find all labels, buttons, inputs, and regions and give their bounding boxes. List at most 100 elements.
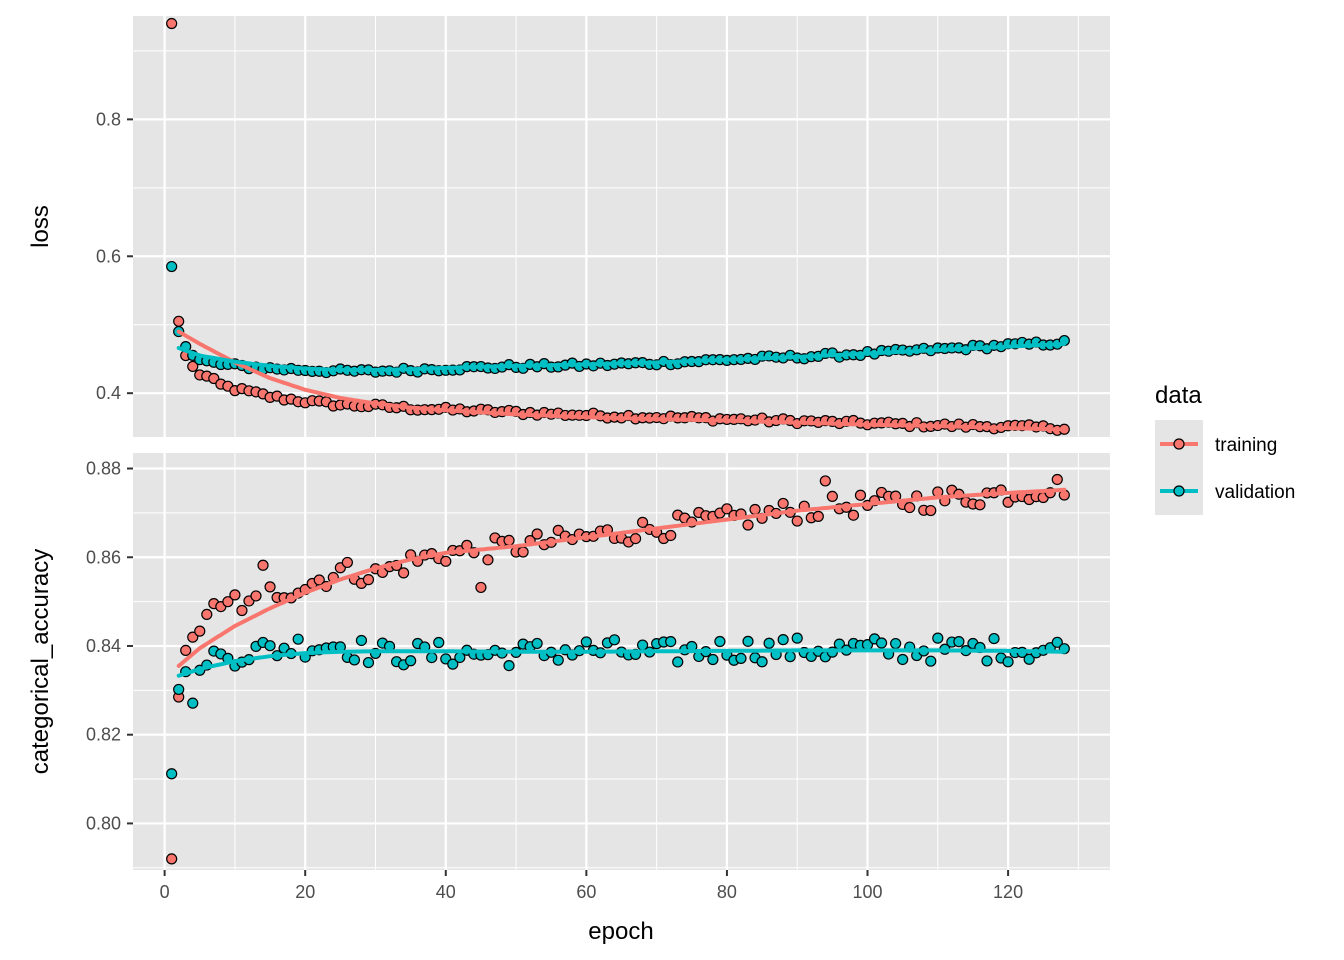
- data-point: [362, 574, 375, 586]
- data-point: [166, 768, 178, 780]
- legend-keys: [1160, 438, 1198, 497]
- smooth-line-training: [176, 487, 1067, 668]
- data-point: [974, 499, 986, 511]
- data-point: [531, 637, 543, 650]
- data-point: [735, 652, 747, 664]
- data-point: [791, 515, 803, 527]
- y-tick-label: 0.84: [86, 636, 121, 656]
- data-point: [988, 632, 1000, 645]
- data-point: [875, 637, 888, 649]
- data-point: [201, 608, 213, 621]
- data-point: [236, 604, 248, 617]
- data-point: [897, 653, 909, 666]
- data-point: [264, 581, 276, 593]
- data-point: [714, 635, 726, 648]
- data-point: [890, 637, 902, 650]
- data-point: [552, 654, 564, 666]
- legend-label-training: training: [1215, 435, 1277, 456]
- data-point: [756, 656, 768, 668]
- y-tick-label: 0.88: [86, 459, 121, 479]
- data-point: [187, 360, 199, 373]
- legend-title: data: [1155, 382, 1202, 409]
- data-point: [250, 590, 262, 602]
- legend-key-point-validation: [1173, 485, 1185, 497]
- data-point: [1023, 653, 1035, 665]
- data-point: [341, 556, 353, 569]
- smooth-line-training: [176, 329, 1067, 432]
- data-point: [517, 546, 529, 558]
- x-tick-label: 60: [576, 882, 596, 902]
- data-point: [433, 636, 445, 649]
- y-tick-label: 0.4: [96, 383, 121, 403]
- data-point: [180, 644, 192, 657]
- x-axis: 0 20 40 60 80 100 120: [160, 870, 1023, 902]
- data-point: [812, 510, 824, 522]
- data-point: [187, 697, 199, 709]
- data-point: [173, 315, 185, 327]
- y-tick-label: 0.6: [96, 246, 121, 266]
- data-point: [440, 555, 452, 567]
- data-point: [531, 528, 543, 540]
- data-point: [742, 635, 754, 647]
- x-tick-label: 120: [993, 882, 1023, 902]
- x-tick-label: 20: [295, 882, 315, 902]
- data-point: [475, 581, 487, 594]
- data-point: [187, 631, 199, 643]
- data-point: [580, 636, 592, 648]
- data-point: [925, 655, 937, 667]
- legend: data training validation: [1155, 382, 1295, 515]
- legend-key-point-training: [1173, 438, 1185, 450]
- data-point: [608, 634, 621, 646]
- data-point: [355, 634, 368, 647]
- data-point: [819, 475, 831, 487]
- data-point: [777, 634, 789, 646]
- y-tick-label: 0.8: [96, 109, 121, 129]
- panel-categorical_accuracy: 0.80 0.82 0.84 0.86 0.88 categorical_accuracy: [27, 453, 1110, 870]
- facet-panels: 0.4 0.6 0.8 loss 0.80 0.82 0.84 0.86 0.88 categor…: [27, 16, 1110, 870]
- data-point: [953, 636, 965, 648]
- data-point: [791, 632, 803, 644]
- data-point: [1002, 656, 1014, 668]
- data-point: [1051, 473, 1063, 486]
- legend-label-validation: validation: [1215, 482, 1295, 503]
- data-point: [447, 658, 459, 670]
- data-point: [503, 534, 515, 547]
- data-point: [777, 497, 789, 510]
- panel-background: [133, 453, 1110, 870]
- y-tick-label: 0.80: [86, 813, 121, 833]
- data-point: [398, 567, 410, 579]
- data-point: [292, 633, 304, 645]
- data-point: [721, 503, 733, 515]
- data-point: [932, 632, 944, 644]
- data-point: [482, 554, 494, 566]
- y-tick-label: 0.82: [86, 725, 121, 745]
- data-point: [229, 589, 241, 601]
- x-tick-label: 40: [436, 882, 456, 902]
- data-point: [707, 653, 719, 666]
- data-point: [166, 17, 178, 30]
- data-point: [665, 635, 677, 648]
- y-tick-label: 0.86: [86, 547, 121, 567]
- data-point: [1051, 636, 1063, 648]
- data-point: [742, 519, 754, 531]
- data-point: [854, 489, 867, 501]
- data-point: [749, 503, 761, 516]
- data-point: [826, 490, 838, 503]
- y-axis-title-categorical_accuracy: categorical_accuracy: [27, 549, 54, 774]
- data-point: [222, 596, 234, 608]
- data-point: [173, 683, 185, 696]
- panel-loss: 0.4 0.6 0.8 loss: [27, 16, 1110, 437]
- data-point: [264, 640, 276, 652]
- data-point: [784, 651, 796, 663]
- data-point: [194, 625, 206, 637]
- data-point: [925, 504, 937, 517]
- data-point: [981, 655, 993, 667]
- data-point: [636, 516, 649, 528]
- data-point: [257, 559, 269, 571]
- smooth-line-validation: [176, 341, 1067, 372]
- x-tick-label: 100: [852, 882, 882, 902]
- data-point: [665, 529, 677, 542]
- data-point: [672, 656, 684, 668]
- y-axis-title-loss: loss: [27, 205, 54, 248]
